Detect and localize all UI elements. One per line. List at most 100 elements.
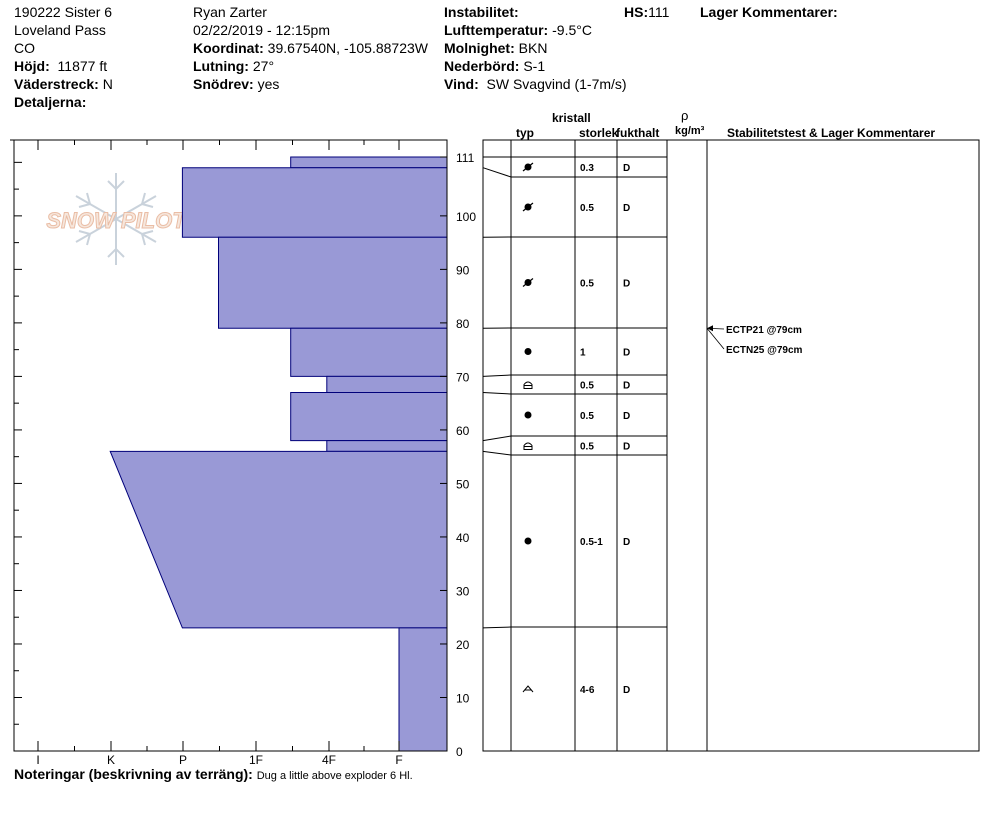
hardness-bar — [398, 627, 448, 752]
header-crystal: kristall — [552, 111, 591, 125]
faceted-crystal-icon — [523, 442, 533, 450]
y-tick-label: 0 — [456, 745, 463, 759]
table-headers: kristall typ storlek fukthalt ρ kg/m³ St… — [516, 108, 935, 140]
hardness-bar — [290, 156, 448, 169]
hardness-bar — [290, 327, 448, 377]
snowflake-icon — [75, 173, 157, 265]
height-axis: 0 10 20 30 40 50 60 70 80 90 100 111 — [14, 151, 476, 759]
moisture-value: D — [623, 411, 630, 422]
decomposing-particle-stroke — [522, 202, 534, 212]
hardness-plot-frame — [13, 139, 448, 752]
stability-pointer — [706, 327, 725, 350]
depth-hoar-icon — [522, 685, 534, 693]
grain-size-value: 0.5 — [580, 279, 594, 290]
y-tick-label: 100 — [456, 210, 476, 224]
wind: Vind: SW Svagvind (1-7m/s) — [444, 76, 627, 92]
header-type: typ — [516, 126, 534, 140]
hardness-bar — [290, 391, 448, 442]
y-tick-label: 50 — [456, 477, 470, 491]
y-tick-label: 40 — [456, 531, 470, 545]
layer-table: 0.3 D 0.5 D 0.5 D 1 D 0.5 D 0.5 D 0.5 D 0.5-1 D 4-6 D — [482, 139, 980, 752]
x-tick-label: I — [36, 753, 39, 767]
header-col1: 190222 Sister 6 Loveland Pass CO Höjd: 1… — [14, 3, 113, 111]
x-tick-label: P — [179, 753, 187, 767]
grain-size-value: 0.3 — [580, 163, 594, 174]
header-size: storlek — [579, 126, 619, 140]
decomposing-particle-stroke — [522, 278, 534, 287]
x-tick-label: F — [395, 753, 402, 767]
y-tick-label: 80 — [456, 317, 470, 331]
header-rho: ρ — [681, 108, 688, 123]
elevation: Höjd: 11877 ft — [14, 58, 108, 74]
moisture-value: D — [623, 537, 630, 548]
air-temp: Lufttemperatur: -9.5°C — [444, 22, 592, 38]
grain-size-value: 0.5-1 — [580, 537, 603, 548]
sky-cover: Molnighet: BKN — [444, 40, 548, 56]
state: CO — [14, 40, 35, 56]
header-moisture: fukthalt — [616, 126, 659, 140]
layer-connector — [482, 626, 512, 629]
aspect: Väderstreck: N — [14, 76, 113, 92]
x-tick-label: K — [107, 753, 115, 767]
grain-size-value: 0.5 — [580, 203, 594, 214]
instability: Instabilitet: — [444, 4, 519, 20]
coordinates: Koordinat: 39.67540N, -105.88723W — [193, 40, 428, 56]
wind-drift: Snödrev: yes — [193, 76, 280, 92]
notes: Noteringar (beskrivning av terräng): Dug… — [14, 765, 413, 785]
hardness-plot — [109, 156, 448, 752]
grain-size-value: 4-6 — [580, 685, 595, 696]
hardness-axis: I K P 1F 4F F — [10, 139, 403, 767]
header-stability: Stabilitetstest & Lager Kommentarer — [727, 126, 935, 140]
x-tick-label: 4F — [322, 753, 336, 767]
notes-label: Noteringar (beskrivning av terräng): — [14, 766, 253, 782]
precipitation: Nederbörd: S-1 — [444, 58, 546, 74]
slope: Lutning: 27° — [193, 58, 275, 74]
moisture-value: D — [623, 279, 630, 290]
stability-test-label: ECTP21 @79cm — [726, 325, 802, 336]
layer-connector — [482, 450, 512, 456]
rounded-grain-icon — [524, 537, 532, 545]
watermark-text: SNOW PILOT — [46, 208, 187, 233]
faceted-crystal-icon — [523, 381, 533, 389]
moisture-value: D — [623, 685, 630, 696]
notes-value: Dug a little above exploder 6 Hl. — [256, 770, 413, 782]
rounded-grain-icon — [524, 411, 532, 419]
y-tick-label: 90 — [456, 263, 470, 277]
x-tick-label: 1F — [249, 753, 263, 767]
y-tick-label: 60 — [456, 424, 470, 438]
observer: Ryan Zarter — [193, 4, 267, 20]
layer-connector — [482, 374, 512, 377]
header-col2: Ryan Zarter 02/22/2019 - 12:15pm Koordin… — [193, 3, 428, 93]
layer-table-frame — [482, 139, 980, 752]
moisture-value: D — [623, 348, 630, 359]
y-tick-label: 111 — [456, 151, 475, 165]
y-tick-label: 70 — [456, 370, 470, 384]
stability-notes: ECTP21 @79cm ECTN25 @79cm — [706, 325, 803, 356]
hardness-bar — [181, 167, 448, 238]
stability-test-label: ECTN25 @79cm — [726, 345, 803, 356]
datetime: 02/22/2019 - 12:15pm — [193, 22, 330, 38]
location: Loveland Pass — [14, 22, 106, 38]
snow-height: HS:111 — [624, 4, 670, 20]
rounded-grain-icon — [524, 348, 532, 355]
y-tick-label: 10 — [456, 691, 470, 705]
moisture-value: D — [623, 442, 630, 453]
layer-comments-heading: Lager Kommentarer: — [700, 4, 838, 20]
moisture-value: D — [623, 203, 630, 214]
grain-size-value: 0.5 — [580, 442, 594, 453]
decomposing-particle-stroke — [522, 162, 534, 172]
layer-connector — [482, 435, 512, 442]
site-name: 190222 Sister 6 — [14, 4, 113, 20]
details: Detaljerna: — [14, 94, 87, 110]
layer-connector — [482, 167, 512, 178]
header-density-unit: kg/m³ — [675, 125, 705, 137]
moisture-value: D — [623, 381, 630, 392]
y-tick-label: 30 — [456, 584, 470, 598]
layer-connector — [482, 391, 512, 395]
hardness-bar — [326, 375, 448, 393]
stability-arrow-icon — [707, 325, 713, 332]
hardness-bar — [326, 440, 448, 452]
hardness-bar — [218, 236, 448, 329]
header-col3: Instabilitet: Lufttemperatur: -9.5°C Mol… — [444, 3, 627, 93]
